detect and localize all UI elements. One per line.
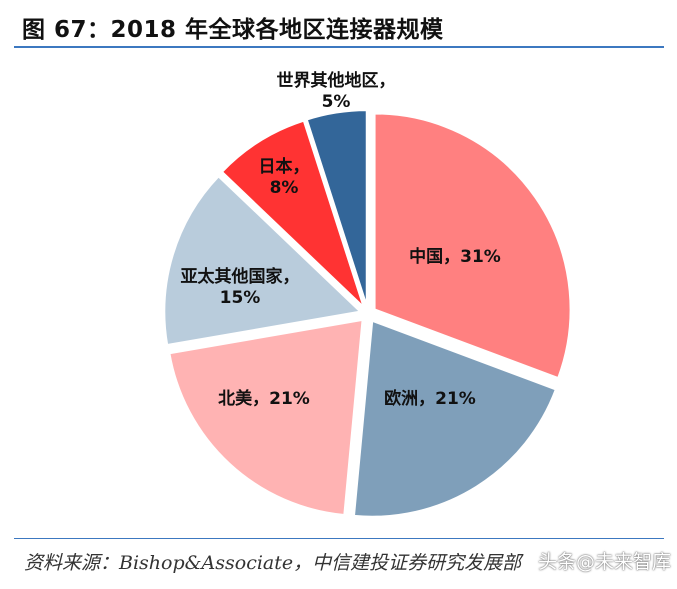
slice-value-label: 5% [322,92,351,112]
pie-slice [373,112,572,380]
slice-label: 世界其他地区， [277,70,396,91]
pie-chart: 中国，31% 欧洲，21% 北美，21% 亚太其他国家，15% 日本，8% 世界其他地区，… [163,70,572,518]
slice-value-label: 15% [220,288,261,308]
watermark: 头条@未来智库 [538,551,672,573]
chart-title: 图 67：2018 年全球各地区连接器规模 [22,17,444,43]
pie-slice [168,318,364,517]
slice-label: 北美，21% [218,388,310,409]
slice-label: 欧洲，21% [384,388,476,409]
source-note: 资料来源：Bishop&Associate，中信建投证券研究发展部 [24,552,522,574]
slice-label: 亚太其他国家， [181,266,300,287]
title-divider [14,46,664,48]
pie-slice [220,119,365,308]
slice-label: 中国，31% [409,246,501,267]
slice-value-label: 8% [270,178,299,198]
pie-slice [163,174,363,347]
source-divider [14,538,664,539]
pie-slice [305,109,368,307]
slice-label: 日本， [259,156,310,177]
pie-slice [352,319,558,518]
